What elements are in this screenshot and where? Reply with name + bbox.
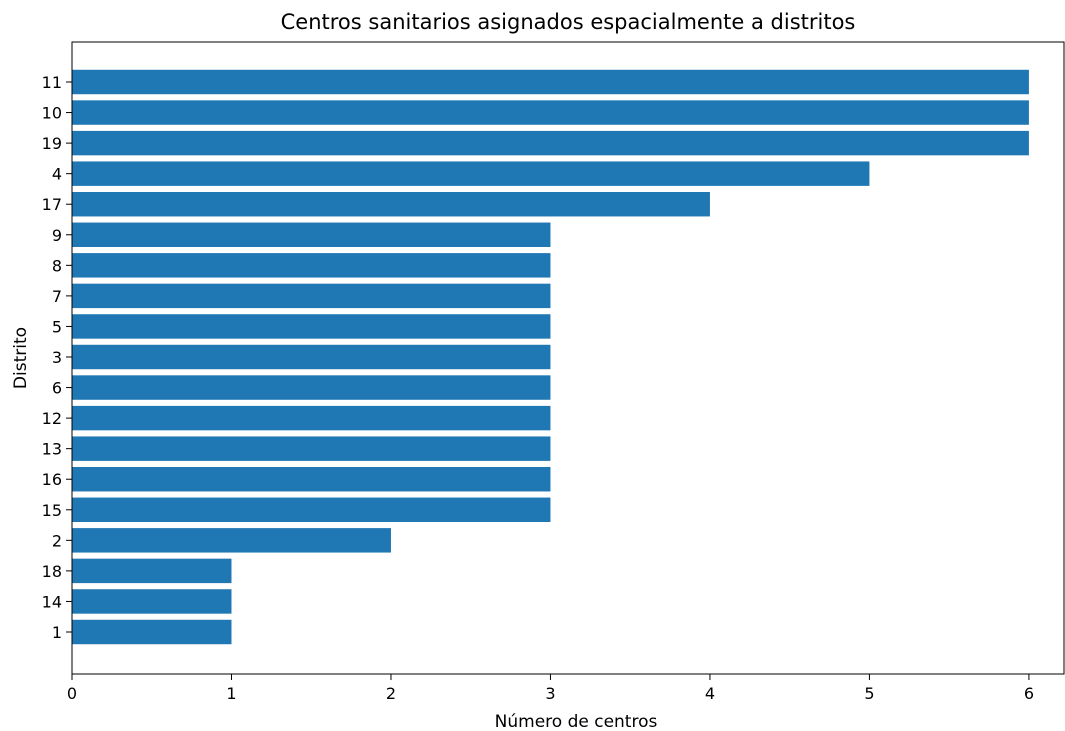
x-tick-label: 1 bbox=[226, 684, 236, 703]
bar-distrito-9 bbox=[72, 222, 551, 247]
bar-distrito-11 bbox=[72, 69, 1029, 95]
y-axis-title: Distrito bbox=[11, 327, 31, 389]
y-tick-label: 13 bbox=[42, 440, 62, 459]
y-tick-label: 16 bbox=[42, 470, 62, 489]
y-tick-label: 14 bbox=[42, 592, 62, 611]
bar-distrito-18 bbox=[72, 558, 232, 584]
x-tick-label: 2 bbox=[386, 684, 396, 703]
axes-layer bbox=[71, 41, 1065, 675]
x-tick-label: 5 bbox=[864, 684, 874, 703]
x-tick-label: 0 bbox=[67, 684, 77, 703]
chart-title: Centros sanitarios asignados espacialmen… bbox=[281, 10, 856, 34]
y-tick-label: 15 bbox=[42, 501, 62, 520]
y-tick-label: 18 bbox=[42, 562, 62, 581]
y-axis-ticks: 11 10 19 4 17 9 8 7 5 3 6 12 13 16 15 2 18 14 1 bbox=[42, 73, 72, 642]
x-tick-label: 6 bbox=[1024, 684, 1034, 703]
y-tick-label: 12 bbox=[42, 409, 62, 428]
bars-layer bbox=[72, 69, 1029, 645]
y-tick-label: 11 bbox=[42, 73, 62, 92]
y-tick-label: 19 bbox=[42, 134, 62, 153]
y-tick-label: 4 bbox=[52, 165, 62, 184]
bar-distrito-3 bbox=[72, 344, 551, 370]
bar-distrito-1 bbox=[72, 619, 232, 645]
bar-distrito-19 bbox=[72, 130, 1029, 156]
bar-distrito-12 bbox=[72, 405, 551, 431]
bar-distrito-17 bbox=[72, 192, 710, 217]
x-tick-label: 4 bbox=[705, 684, 715, 703]
y-tick-label: 7 bbox=[52, 287, 62, 306]
bar-distrito-10 bbox=[72, 100, 1029, 125]
y-tick-label: 17 bbox=[42, 195, 62, 214]
y-tick-label: 1 bbox=[52, 623, 62, 642]
x-axis-ticks: 0 1 2 3 4 5 6 bbox=[67, 674, 1034, 703]
bar-distrito-15 bbox=[72, 497, 551, 522]
y-tick-label: 3 bbox=[52, 348, 62, 367]
x-axis-title: Número de centros bbox=[495, 712, 658, 731]
bar-distrito-7 bbox=[72, 283, 551, 309]
y-tick-label: 6 bbox=[52, 379, 62, 398]
bar-distrito-13 bbox=[72, 436, 551, 461]
y-tick-label: 5 bbox=[52, 317, 62, 336]
bar-distrito-4 bbox=[72, 161, 870, 186]
y-tick-label: 9 bbox=[52, 226, 62, 245]
y-tick-label: 2 bbox=[52, 531, 62, 550]
bar-distrito-14 bbox=[72, 589, 232, 614]
bar-distrito-5 bbox=[72, 314, 551, 339]
bar-distrito-8 bbox=[72, 253, 551, 278]
y-tick-label: 10 bbox=[42, 104, 62, 123]
bar-distrito-2 bbox=[72, 528, 391, 553]
bar-distrito-16 bbox=[72, 467, 551, 492]
x-tick-label: 3 bbox=[545, 684, 555, 703]
bar-distrito-6 bbox=[72, 375, 551, 400]
y-tick-label: 8 bbox=[52, 256, 62, 275]
plot-frame bbox=[71, 41, 1065, 675]
